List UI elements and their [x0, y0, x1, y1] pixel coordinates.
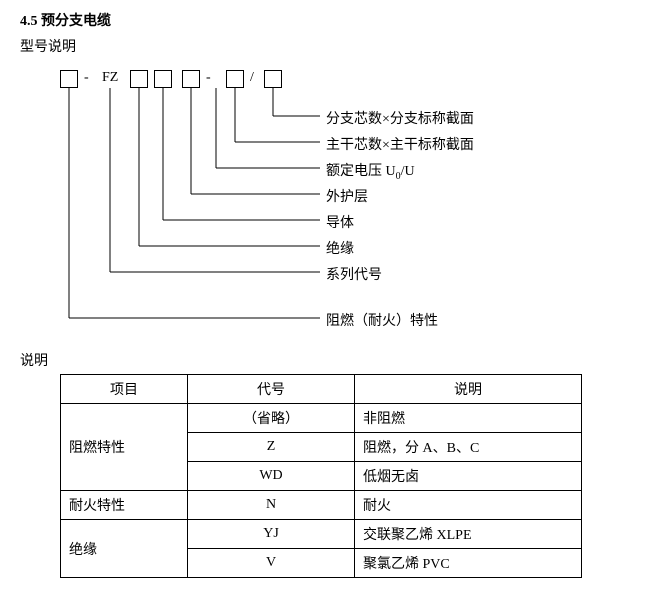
diagram-label: 系列代号	[326, 264, 382, 284]
code-box	[130, 70, 148, 88]
cell-desc: 耐火	[355, 491, 582, 520]
model-code-diagram: -FZ-/分支芯数×分支标称截面主干芯数×主干标称截面额定电压 U0/U外护层导…	[30, 60, 629, 350]
cell-code: （省略）	[188, 404, 355, 433]
table-row: 绝缘YJ交联聚乙烯 XLPE	[61, 520, 582, 549]
cell-desc: 非阻燃	[355, 404, 582, 433]
cell-code: N	[188, 491, 355, 520]
th-desc: 说明	[355, 375, 582, 404]
cell-desc: 阻燃，分 A、B、C	[355, 433, 582, 462]
code-text: -	[206, 70, 211, 86]
cell-code: V	[188, 549, 355, 578]
code-text: -	[84, 70, 89, 86]
cell-item: 绝缘	[61, 520, 188, 578]
table-body: 阻燃特性（省略）非阻燃Z阻燃，分 A、B、CWD低烟无卤耐火特性N耐火绝缘YJ交…	[61, 404, 582, 578]
diagram-label: 导体	[326, 212, 354, 232]
diagram-label: 阻燃（耐火）特性	[326, 310, 438, 330]
cell-code: WD	[188, 462, 355, 491]
table-caption: 说明	[20, 350, 629, 370]
cell-item: 阻燃特性	[61, 404, 188, 491]
table-header-row: 项目 代号 说明	[61, 375, 582, 404]
table-row: 耐火特性N耐火	[61, 491, 582, 520]
cell-desc: 聚氯乙烯 PVC	[355, 549, 582, 578]
diagram-label: 绝缘	[326, 238, 354, 258]
code-box	[264, 70, 282, 88]
code-box	[226, 70, 244, 88]
code-box	[154, 70, 172, 88]
code-box	[182, 70, 200, 88]
code-text: /	[250, 70, 254, 86]
cell-code: Z	[188, 433, 355, 462]
th-code: 代号	[188, 375, 355, 404]
section-heading: 4.5 预分支电缆	[20, 10, 629, 30]
cell-code: YJ	[188, 520, 355, 549]
section-subheading: 型号说明	[20, 36, 629, 56]
diagram-label: 外护层	[326, 186, 368, 206]
th-item: 项目	[61, 375, 188, 404]
cell-item: 耐火特性	[61, 491, 188, 520]
diagram-label: 主干芯数×主干标称截面	[326, 134, 474, 154]
code-box	[60, 70, 78, 88]
code-text: FZ	[102, 70, 118, 86]
diagram-label: 分支芯数×分支标称截面	[326, 108, 474, 128]
diagram-label: 额定电压 U0/U	[326, 160, 415, 182]
spec-table: 项目 代号 说明 阻燃特性（省略）非阻燃Z阻燃，分 A、B、CWD低烟无卤耐火特…	[60, 374, 582, 578]
table-row: 阻燃特性（省略）非阻燃	[61, 404, 582, 433]
cell-desc: 交联聚乙烯 XLPE	[355, 520, 582, 549]
cell-desc: 低烟无卤	[355, 462, 582, 491]
